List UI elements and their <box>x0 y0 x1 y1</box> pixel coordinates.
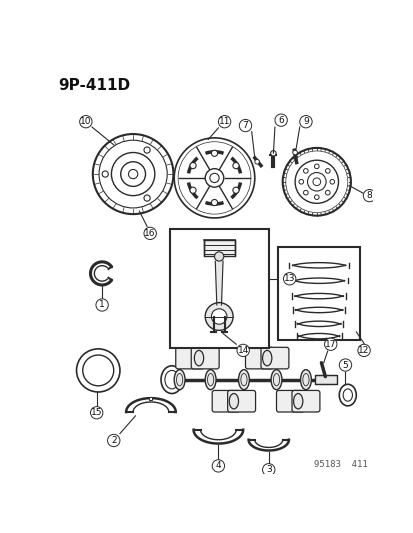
Text: 1: 1 <box>99 301 105 310</box>
Circle shape <box>283 273 295 285</box>
Ellipse shape <box>293 393 302 409</box>
Circle shape <box>303 190 307 195</box>
FancyBboxPatch shape <box>276 391 304 412</box>
FancyBboxPatch shape <box>278 247 359 340</box>
Circle shape <box>314 164 318 168</box>
Text: 17: 17 <box>324 340 336 349</box>
Ellipse shape <box>229 393 238 409</box>
Circle shape <box>262 464 274 476</box>
Circle shape <box>270 151 275 156</box>
Text: 15: 15 <box>91 408 102 417</box>
FancyBboxPatch shape <box>169 229 268 348</box>
Circle shape <box>205 303 233 330</box>
Circle shape <box>107 434 120 447</box>
Circle shape <box>254 159 259 164</box>
Circle shape <box>314 195 318 199</box>
Circle shape <box>236 344 249 357</box>
Circle shape <box>211 199 217 206</box>
Circle shape <box>144 227 156 239</box>
Text: 9P-411D: 9P-411D <box>58 78 130 93</box>
FancyBboxPatch shape <box>149 397 152 400</box>
Circle shape <box>144 147 150 153</box>
Circle shape <box>233 187 238 193</box>
Text: 6: 6 <box>278 116 283 125</box>
Text: 95183  411: 95183 411 <box>313 460 367 469</box>
Text: 10: 10 <box>80 117 91 126</box>
Text: 2: 2 <box>111 436 116 445</box>
Text: 5: 5 <box>342 360 347 369</box>
FancyBboxPatch shape <box>176 348 203 369</box>
Text: 4: 4 <box>215 462 221 471</box>
Circle shape <box>292 150 297 155</box>
FancyBboxPatch shape <box>245 348 273 369</box>
FancyBboxPatch shape <box>260 348 288 369</box>
Circle shape <box>329 180 334 184</box>
Circle shape <box>299 116 311 128</box>
Circle shape <box>211 309 226 324</box>
Circle shape <box>211 150 217 156</box>
Ellipse shape <box>262 350 271 366</box>
Text: 12: 12 <box>358 346 369 355</box>
Circle shape <box>298 180 303 184</box>
Text: 11: 11 <box>218 117 230 126</box>
Circle shape <box>363 189 375 202</box>
Circle shape <box>90 407 103 419</box>
FancyBboxPatch shape <box>227 391 255 412</box>
Ellipse shape <box>194 350 203 366</box>
Text: 8: 8 <box>366 191 371 200</box>
Text: 3: 3 <box>265 465 271 474</box>
Circle shape <box>190 163 196 168</box>
Polygon shape <box>215 261 223 305</box>
Text: 9: 9 <box>302 117 308 126</box>
FancyBboxPatch shape <box>212 391 240 412</box>
Circle shape <box>325 168 329 173</box>
Circle shape <box>233 163 238 168</box>
Ellipse shape <box>271 370 281 390</box>
Circle shape <box>79 116 92 128</box>
FancyBboxPatch shape <box>314 375 336 384</box>
Text: 13: 13 <box>283 274 295 284</box>
Circle shape <box>102 171 108 177</box>
Circle shape <box>357 344 369 357</box>
Circle shape <box>239 119 251 132</box>
FancyBboxPatch shape <box>191 348 218 369</box>
FancyBboxPatch shape <box>291 391 319 412</box>
Circle shape <box>218 116 230 128</box>
Ellipse shape <box>238 370 249 390</box>
Circle shape <box>339 359 351 371</box>
Ellipse shape <box>300 370 311 390</box>
Circle shape <box>324 338 336 350</box>
Text: 14: 14 <box>237 346 248 355</box>
Circle shape <box>274 114 287 126</box>
Text: 7: 7 <box>242 121 248 130</box>
Circle shape <box>325 190 329 195</box>
FancyBboxPatch shape <box>203 239 234 256</box>
Text: 16: 16 <box>144 229 156 238</box>
Circle shape <box>190 187 196 193</box>
Ellipse shape <box>205 370 216 390</box>
Circle shape <box>96 299 108 311</box>
Circle shape <box>303 168 307 173</box>
Ellipse shape <box>174 370 185 390</box>
Circle shape <box>144 195 150 201</box>
Circle shape <box>214 252 223 261</box>
Circle shape <box>212 460 224 472</box>
